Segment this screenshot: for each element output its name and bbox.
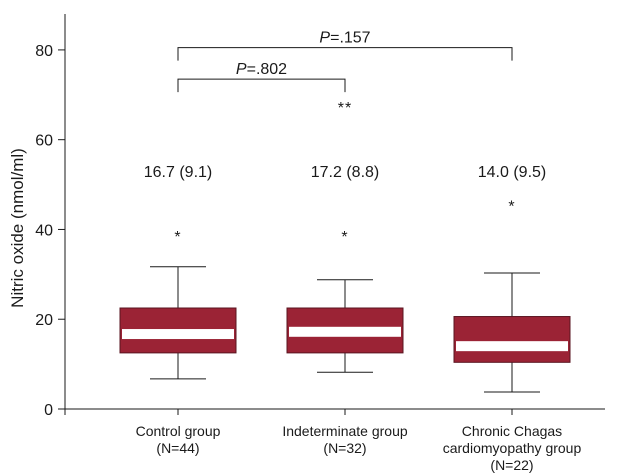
bracket-line-1 (177, 47, 513, 61)
p-symbol-1: P (319, 30, 330, 47)
y-tick-label-0: 0 (44, 402, 53, 419)
box-group-1: 17.2 (8.8)*** (286, 100, 404, 373)
x-category-label-1-1: (N=32) (323, 440, 366, 456)
p-value-label-1: P=.157 (319, 30, 370, 47)
box-group-2: 14.0 (9.5) * (453, 164, 571, 393)
p-number-0: =.802 (247, 61, 288, 78)
y-tick-label-60: 60 (35, 133, 53, 150)
x-category-label-2-1: cardiomyopathy group (443, 440, 582, 456)
comparison-bracket-1: P=.157 (177, 30, 513, 61)
box-group-0: 16.7 (9.1) * (119, 164, 237, 380)
p-value-label-0: P=.802 (236, 61, 287, 78)
y-axis: 0 20 40 60 80 (35, 14, 66, 419)
y-tick-label-20: 20 (35, 312, 53, 329)
mean-sd-label-1: 17.2 (8.8) (311, 164, 379, 181)
outlier-marker-2-0: * (508, 199, 515, 216)
mean-sd-label-0: 16.7 (9.1) (144, 164, 212, 181)
x-category-label-2-0: Chronic Chagas (462, 423, 562, 439)
outlier-marker-1-1: ** (338, 100, 352, 117)
x-category-label-0-1: (N=44) (156, 440, 199, 456)
outlier-marker-1-0: * (341, 229, 348, 246)
x-axis: Control group(N=44)Indeterminate group(N… (65, 408, 605, 473)
median-bar-0 (122, 329, 234, 340)
y-tick-label-80: 80 (35, 43, 53, 60)
p-number-1: =.157 (330, 30, 371, 47)
y-axis-title-group: Nitric oxide (nmol/ml) (8, 148, 27, 308)
x-category-label-1-0: Indeterminate group (282, 423, 408, 439)
bracket-line-0 (177, 78, 346, 93)
y-axis-title: Nitric oxide (nmol/ml) (8, 148, 27, 308)
y-tick-label-40: 40 (35, 222, 53, 239)
mean-sd-label-2: 14.0 (9.5) (478, 164, 546, 181)
p-symbol-0: P (236, 61, 247, 78)
median-bar-2 (456, 341, 568, 352)
outlier-marker-0-0: * (174, 229, 181, 246)
x-category-label-2-2: (N=22) (490, 457, 533, 473)
comparison-bracket-0: P=.802 (177, 61, 346, 93)
x-category-label-0-0: Control group (136, 423, 221, 439)
median-bar-1 (289, 326, 401, 337)
boxes: 16.7 (9.1)*17.2 (8.8)***14.0 (9.5)* (119, 100, 571, 393)
box-iqr-2 (453, 316, 571, 363)
